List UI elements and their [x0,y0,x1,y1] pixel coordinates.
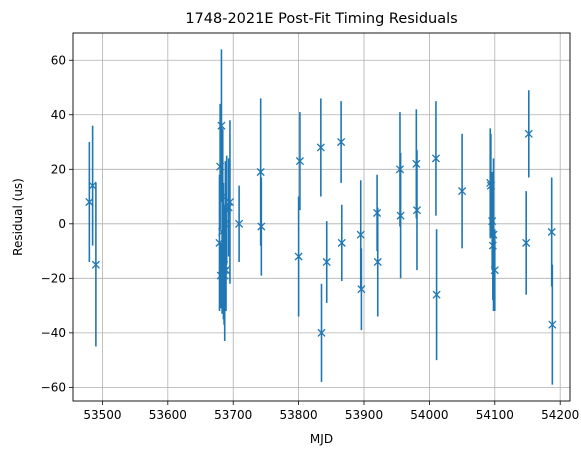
x-marker [396,211,405,220]
x-marker [458,187,467,196]
x-tick-label: 54200 [541,408,579,422]
x-tick-label: 53500 [83,408,121,422]
y-tick-label: −60 [41,381,66,395]
y-tick-label: 40 [51,108,66,122]
x-marker [337,137,346,147]
data-point [294,196,303,317]
data-point [317,283,326,382]
residual-series [85,49,557,385]
x-marker [294,252,303,261]
data-point [522,191,531,295]
x-axis-label: MJD [310,432,333,446]
x-tick-label: 53700 [214,408,252,422]
y-tick-label: 60 [51,54,66,68]
x-marker [91,260,100,269]
data-point [337,101,346,183]
data-point [396,152,405,279]
x-marker [548,320,557,329]
y-tick-label: −40 [41,326,66,340]
x-marker [337,238,346,247]
x-marker [235,219,244,228]
x-marker [524,129,533,138]
data-point [225,120,235,284]
data-point [373,207,382,317]
x-marker [316,143,325,152]
data-point [322,221,331,303]
data-point [548,264,557,385]
x-marker [217,121,226,130]
data-point [489,158,498,312]
x-marker [547,227,556,237]
x-marker [373,257,382,267]
x-marker [357,285,366,294]
x-marker [322,257,331,267]
x-tick-label: 53900 [345,408,383,422]
y-tick-label: −20 [41,272,66,286]
x-marker [85,197,94,207]
x-tick-label: 54100 [476,408,514,422]
x-tick-label: 54000 [410,408,448,422]
x-marker [225,197,235,207]
x-marker [490,266,499,275]
data-point [458,133,467,249]
data-point [91,182,100,347]
chart-title: 1748-2021E Post-Fit Timing Residuals [185,11,457,27]
x-axis: 53500 53600 53700 53800 53900 54000 54100 54200 [83,401,579,422]
data-point [85,142,94,262]
x-marker [489,230,498,239]
data-point [235,185,244,262]
data-point [295,112,304,211]
data-point [337,204,346,282]
x-tick-label: 53600 [149,408,187,422]
x-marker [356,230,365,239]
x-marker [412,206,422,215]
y-axis: −60 −40 −20 0 20 40 60 [41,54,73,395]
x-marker [522,238,531,247]
x-marker [295,157,304,166]
data-point [432,229,441,361]
data-point [257,177,266,276]
y-tick-label: 20 [51,163,66,177]
x-marker [257,222,266,231]
data-point [357,248,366,331]
y-tick-label: 0 [58,217,66,231]
x-marker [317,328,326,337]
data-point [524,90,533,178]
y-axis-label: Residual (us) [11,178,25,256]
data-point [431,101,441,216]
x-marker [256,167,265,177]
data-point [88,125,97,246]
x-marker [431,154,441,163]
data-point [490,229,499,312]
plot-frame [72,32,571,402]
x-marker [88,181,97,190]
x-tick-label: 53800 [280,408,318,422]
x-marker [221,266,231,275]
x-marker [221,219,230,228]
data-point [316,98,325,197]
x-marker [432,290,441,299]
data-point [412,150,422,271]
